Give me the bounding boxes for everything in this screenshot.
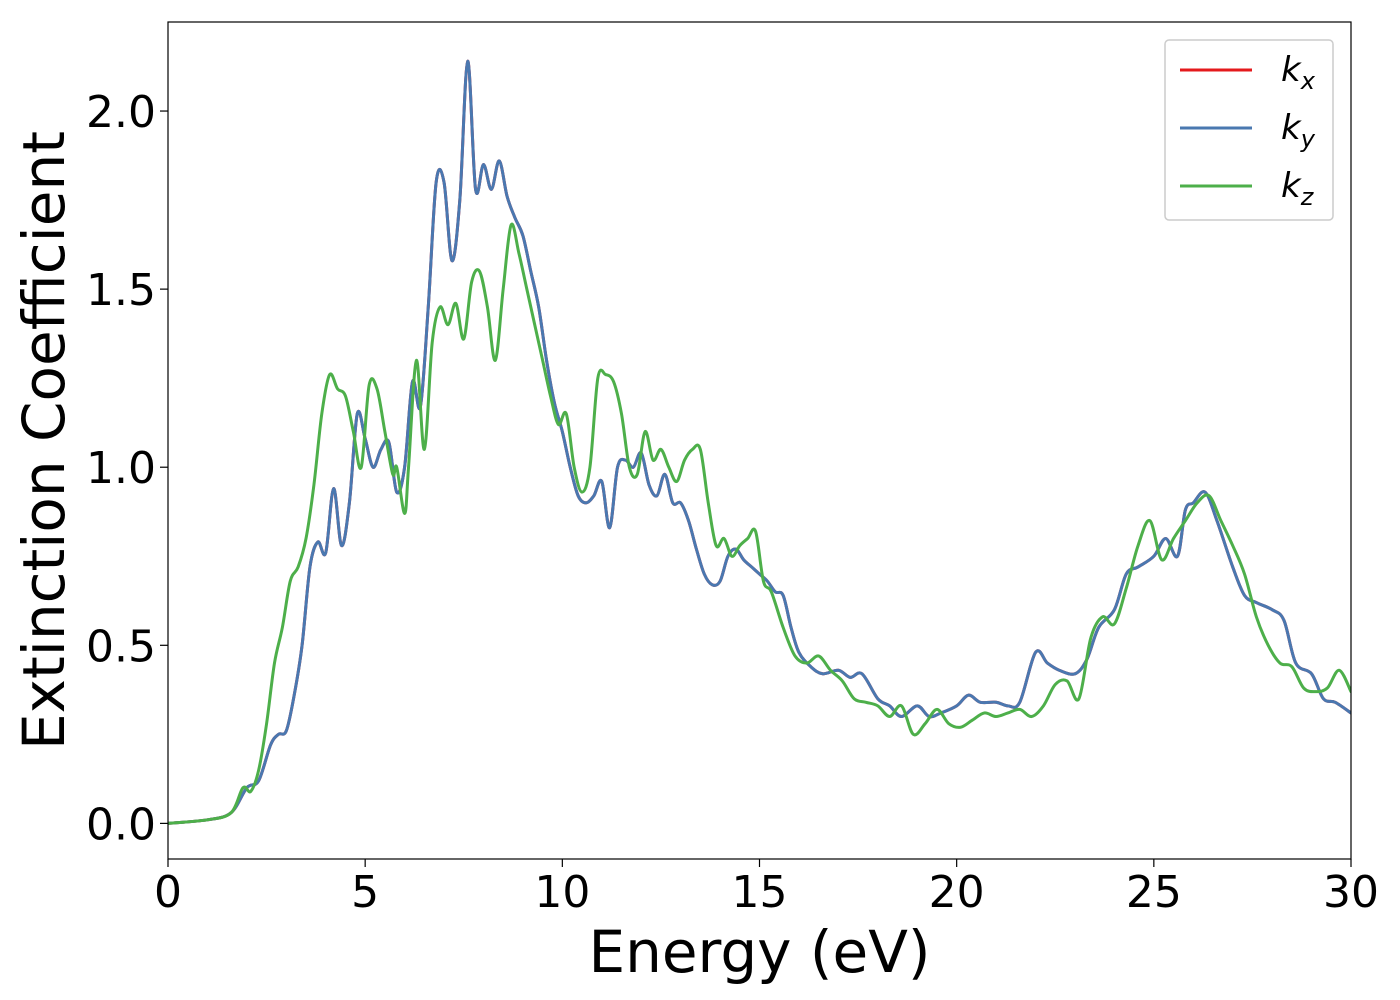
- x-tick-label: 25: [1126, 867, 1182, 918]
- series-layer: [168, 59, 1351, 825]
- x-axis-title: Energy (eV): [588, 918, 930, 986]
- y-axis-title: Extinction Coefficient: [10, 131, 78, 750]
- x-axis: 0 5 10 15 20 25 30: [154, 859, 1379, 918]
- legend-label-ky: ky: [1281, 108, 1316, 153]
- x-tick-label: 15: [732, 867, 788, 918]
- y-axis: 0.0 0.5 1.0 1.5 2.0: [86, 87, 168, 850]
- legend-label-kz: kz: [1281, 166, 1315, 211]
- y-tick-label: 1.0: [86, 443, 156, 494]
- y-tick-label: 0.0: [86, 799, 156, 850]
- x-tick-label: 30: [1323, 867, 1379, 918]
- y-tick-label: 1.5: [86, 265, 156, 316]
- x-tick-label: 5: [351, 867, 379, 918]
- legend: kx ky kz: [1164, 39, 1334, 221]
- x-tick-label: 0: [154, 867, 182, 918]
- x-tick-label: 20: [929, 867, 985, 918]
- y-tick-label: 2.0: [86, 87, 156, 138]
- y-tick-label: 0.5: [86, 621, 156, 672]
- legend-box: [1164, 39, 1334, 221]
- legend-label-kx: kx: [1281, 50, 1316, 95]
- series-line-ky: [168, 59, 1351, 825]
- series-line-kz: [168, 222, 1351, 825]
- x-tick-label: 10: [534, 867, 590, 918]
